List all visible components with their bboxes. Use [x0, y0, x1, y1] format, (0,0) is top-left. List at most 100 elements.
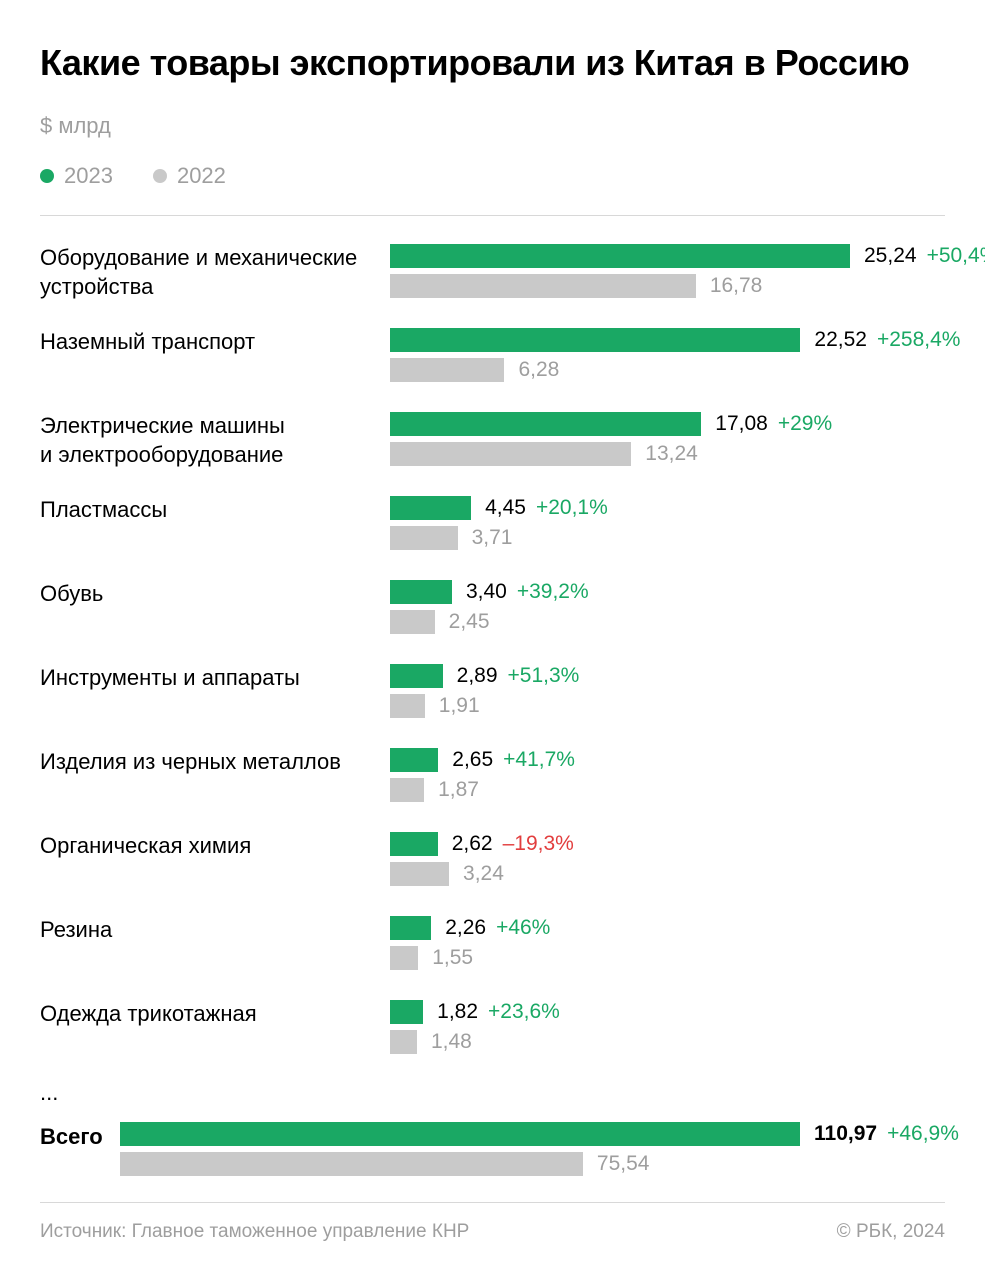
bar-2023: [390, 748, 438, 772]
category-row: Органическая химия 2,62 –19,3% 3,24: [40, 822, 945, 906]
total-bars: 110,97+46,9%75,54: [120, 1122, 945, 1182]
footer: Источник: Главное таможенное управление …: [40, 1202, 945, 1243]
legend-item-2022: 2022: [153, 163, 226, 189]
value-2022: 2,45: [449, 610, 490, 634]
category-label: Обувь: [40, 580, 390, 609]
delta-percent: +258,4%: [877, 328, 961, 352]
bar-2023: [390, 580, 452, 604]
category-label: Пластмассы: [40, 496, 390, 525]
category-row: Резина 2,26 +46% 1,55: [40, 906, 945, 990]
value-2023: 1,82: [437, 1000, 478, 1024]
chart-subtitle: $ млрд: [40, 113, 945, 139]
category-bars: 2,89 +51,3% 1,91: [390, 664, 945, 724]
value-2023: 2,62: [452, 832, 493, 856]
category-label: Резина: [40, 916, 390, 945]
category-row: Обувь 3,40 +39,2% 2,45: [40, 570, 945, 654]
delta-percent: +29%: [778, 412, 832, 436]
chart-title: Какие товары экспортировали из Китая в Р…: [40, 40, 945, 85]
bar-2022: [390, 358, 504, 382]
ellipsis: ...: [40, 1074, 945, 1116]
category-bars: 2,65 +41,7% 1,87: [390, 748, 945, 808]
category-bars: 1,82 +23,6% 1,48: [390, 1000, 945, 1060]
category-bars: 25,24+50,4%16,78: [390, 244, 945, 304]
total-value-2022: 75,54: [597, 1152, 650, 1176]
value-2022: 1,87: [438, 778, 479, 802]
footer-copyright: © РБК, 2024: [837, 1221, 945, 1243]
category-bars: 2,62 –19,3% 3,24: [390, 832, 945, 892]
bar-2023: [390, 664, 443, 688]
delta-percent: +50,4%: [927, 244, 985, 268]
legend-label-2023: 2023: [64, 163, 113, 189]
delta-percent: +41,7%: [503, 748, 575, 772]
category-row: Одежда трикотажная 1,82 +23,6% 1,48: [40, 990, 945, 1074]
value-2022: 1,91: [439, 694, 480, 718]
category-bars: 4,45+20,1%3,71: [390, 496, 945, 556]
value-2023: 22,52: [814, 328, 867, 352]
bar-2022: [390, 946, 418, 970]
divider-top: [40, 215, 945, 216]
value-2023: 2,89: [457, 664, 498, 688]
value-2022: 3,71: [472, 526, 513, 550]
category-label: Инструменты и аппараты: [40, 664, 390, 693]
value-2023: 3,40: [466, 580, 507, 604]
value-2023: 2,26: [445, 916, 486, 940]
legend-label-2022: 2022: [177, 163, 226, 189]
category-bars: 2,26 +46% 1,55: [390, 916, 945, 976]
category-row: Инструменты и аппараты 2,89 +51,3% 1,91: [40, 654, 945, 738]
category-label: Оборудование и механические устройства: [40, 244, 390, 301]
bar-2023: [390, 832, 438, 856]
bar-2022: [390, 442, 631, 466]
value-2022: 1,48: [431, 1030, 472, 1054]
bar-2022: [390, 274, 696, 298]
category-label: Наземный транспорт: [40, 328, 390, 357]
value-2023: 4,45: [485, 496, 526, 520]
bar-2023: [390, 412, 701, 436]
bar-2023: [390, 916, 431, 940]
legend-item-2023: 2023: [40, 163, 113, 189]
value-2022: 13,24: [645, 442, 698, 466]
bar-2023: [390, 244, 850, 268]
value-2023: 2,65: [452, 748, 493, 772]
delta-percent: +51,3%: [508, 664, 580, 688]
category-row: Изделия из черных металлов 2,65 +41,7% 1,87: [40, 738, 945, 822]
legend-dot-2023: [40, 169, 54, 183]
category-label: Одежда трикотажная: [40, 1000, 390, 1029]
bar-2022: [390, 778, 424, 802]
bar-2023: [390, 1000, 423, 1024]
category-bars: 17,08 +29% 13,24: [390, 412, 945, 472]
category-row: Наземный транспорт22,52+258,4%6,28: [40, 318, 945, 402]
category-label: Электрические машины и электрооборудован…: [40, 412, 390, 469]
bar-2023: [390, 328, 800, 352]
total-bar-2023: [120, 1122, 800, 1146]
bar-2022: [390, 862, 449, 886]
delta-percent: +39,2%: [517, 580, 589, 604]
category-row: Электрические машины и электрооборудован…: [40, 402, 945, 486]
category-row: Пластмассы4,45+20,1%3,71: [40, 486, 945, 570]
footer-source: Источник: Главное таможенное управление …: [40, 1221, 469, 1243]
category-label: Изделия из черных металлов: [40, 748, 390, 777]
total-row: Всего 110,97+46,9%75,54: [40, 1116, 945, 1202]
total-delta: +46,9%: [887, 1122, 959, 1146]
legend-dot-2022: [153, 169, 167, 183]
value-2022: 16,78: [710, 274, 763, 298]
category-label: Органическая химия: [40, 832, 390, 861]
delta-percent: –19,3%: [503, 832, 574, 856]
category-bars: 3,40 +39,2% 2,45: [390, 580, 945, 640]
total-bar-2022: [120, 1152, 583, 1176]
legend: 2023 2022: [40, 163, 945, 189]
total-value-2023: 110,97: [814, 1122, 877, 1146]
bar-2023: [390, 496, 471, 520]
value-2023: 25,24: [864, 244, 917, 268]
value-2022: 3,24: [463, 862, 504, 886]
delta-percent: +46%: [496, 916, 550, 940]
delta-percent: +23,6%: [488, 1000, 560, 1024]
value-2022: 6,28: [518, 358, 559, 382]
bar-2022: [390, 526, 458, 550]
bar-2022: [390, 610, 435, 634]
value-2022: 1,55: [432, 946, 473, 970]
category-rows: Оборудование и механические устройства25…: [40, 234, 945, 1074]
category-bars: 22,52+258,4%6,28: [390, 328, 945, 388]
value-2023: 17,08: [715, 412, 768, 436]
bar-2022: [390, 1030, 417, 1054]
total-label: Всего: [40, 1122, 120, 1150]
